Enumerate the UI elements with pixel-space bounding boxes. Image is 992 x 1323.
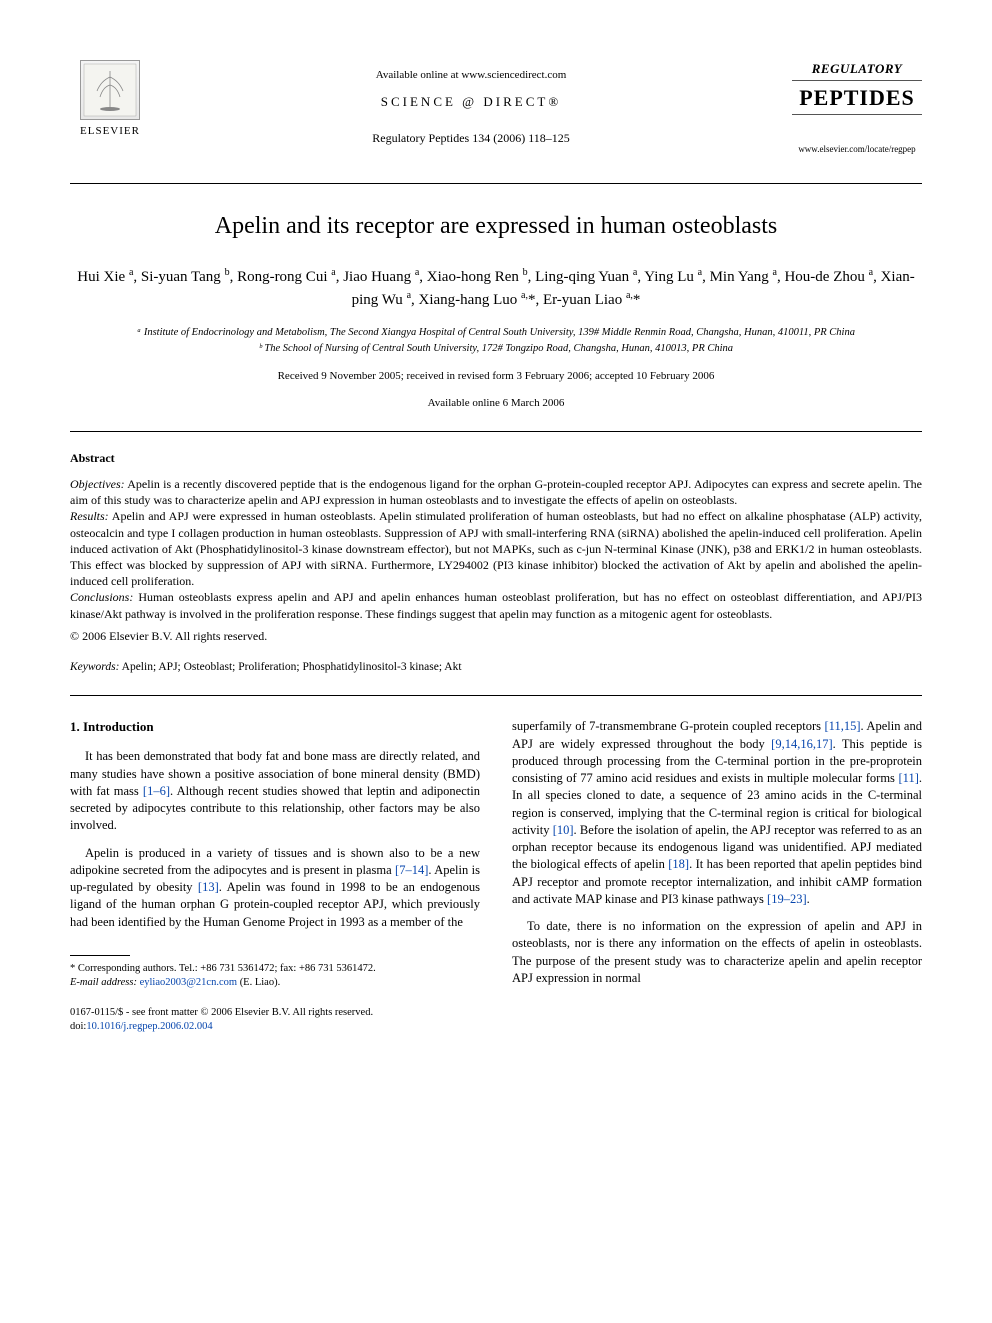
top-rule xyxy=(70,183,922,184)
ref-link[interactable]: [19–23] xyxy=(767,892,807,906)
footnote-separator xyxy=(70,955,130,956)
header-row: ELSEVIER Available online at www.science… xyxy=(70,60,922,155)
header-center: Available online at www.sciencedirect.co… xyxy=(150,60,792,147)
conclusions-label: Conclusions: xyxy=(70,590,133,604)
cover-url: www.elsevier.com/locate/regpep xyxy=(792,143,922,155)
journal-reference: Regulatory Peptides 134 (2006) 118–125 xyxy=(150,130,792,146)
received-dates: Received 9 November 2005; received in re… xyxy=(70,369,922,384)
cover-main: PEPTIDES xyxy=(792,80,922,116)
cover-top: REGULATORY xyxy=(792,60,922,78)
abstract-top-rule xyxy=(70,431,922,432)
ref-link[interactable]: [10] xyxy=(553,823,574,837)
intro-para-3: superfamily of 7-transmembrane G-protein… xyxy=(512,718,922,908)
email-name: (E. Liao). xyxy=(237,977,280,988)
abstract-heading: Abstract xyxy=(70,450,922,466)
doi-link[interactable]: 10.1016/j.regpep.2006.02.004 xyxy=(86,1021,212,1032)
results-label: Results: xyxy=(70,509,109,523)
results-text: Apelin and APJ were expressed in human o… xyxy=(70,509,922,588)
elsevier-logo: ELSEVIER xyxy=(70,60,150,139)
doi-line: doi:10.1016/j.regpep.2006.02.004 xyxy=(70,1020,480,1034)
right-column: superfamily of 7-transmembrane G-protein… xyxy=(512,718,922,1034)
abstract-bottom-rule xyxy=(70,695,922,696)
ref-link[interactable]: [11,15] xyxy=(825,719,861,733)
keywords-text: Apelin; APJ; Osteoblast; Proliferation; … xyxy=(119,661,461,673)
ref-link[interactable]: [1–6] xyxy=(143,784,170,798)
email-footnote: E-mail address: eyliao2003@21cn.com (E. … xyxy=(70,976,480,990)
email-label: E-mail address: xyxy=(70,977,137,988)
available-online-text: Available online at www.sciencedirect.co… xyxy=(150,68,792,83)
available-date: Available online 6 March 2006 xyxy=(70,396,922,411)
sciencedirect-logo: SCIENCE @ DIRECT® xyxy=(150,93,792,111)
article-title: Apelin and its receptor are expressed in… xyxy=(70,210,922,242)
keywords-label: Keywords: xyxy=(70,661,119,673)
ref-link[interactable]: [18] xyxy=(668,857,689,871)
journal-cover: REGULATORY PEPTIDES www.elsevier.com/loc… xyxy=(792,60,922,155)
intro-para-2: Apelin is produced in a variety of tissu… xyxy=(70,845,480,931)
left-column: 1. Introduction It has been demonstrated… xyxy=(70,718,480,1034)
intro-columns: 1. Introduction It has been demonstrated… xyxy=(70,718,922,1034)
ref-link[interactable]: [9,14,16,17] xyxy=(771,737,832,751)
issn-line: 0167-0115/$ - see front matter © 2006 El… xyxy=(70,1006,480,1020)
intro-para-4: To date, there is no information on the … xyxy=(512,918,922,987)
intro-para-1: It has been demonstrated that body fat a… xyxy=(70,748,480,834)
affiliation-b: ᵇ The School of Nursing of Central South… xyxy=(70,342,922,357)
conclusions-text: Human osteoblasts express apelin and APJ… xyxy=(70,590,922,620)
doi-label: doi: xyxy=(70,1021,86,1032)
ref-link[interactable]: [13] xyxy=(198,880,219,894)
abstract-body: Objectives: Apelin is a recently discove… xyxy=(70,476,922,622)
authors-line: Hui Xie a, Si-yuan Tang b, Rong-rong Cui… xyxy=(70,265,922,312)
email-link[interactable]: eyliao2003@21cn.com xyxy=(137,977,237,988)
corresponding-footnote: * Corresponding authors. Tel.: +86 731 5… xyxy=(70,962,480,976)
elsevier-tree-icon xyxy=(80,60,140,120)
objectives-label: Objectives: xyxy=(70,477,125,491)
keywords-line: Keywords: Apelin; APJ; Osteoblast; Proli… xyxy=(70,660,922,676)
affiliation-a: ᵃ Institute of Endocrinology and Metabol… xyxy=(70,326,922,341)
elsevier-label: ELSEVIER xyxy=(80,124,140,139)
objectives-text: Apelin is a recently discovered peptide … xyxy=(70,477,922,507)
intro-heading: 1. Introduction xyxy=(70,718,480,736)
ref-link[interactable]: [11] xyxy=(899,771,919,785)
ref-link[interactable]: [7–14] xyxy=(395,863,428,877)
abstract-copyright: © 2006 Elsevier B.V. All rights reserved… xyxy=(70,628,922,644)
